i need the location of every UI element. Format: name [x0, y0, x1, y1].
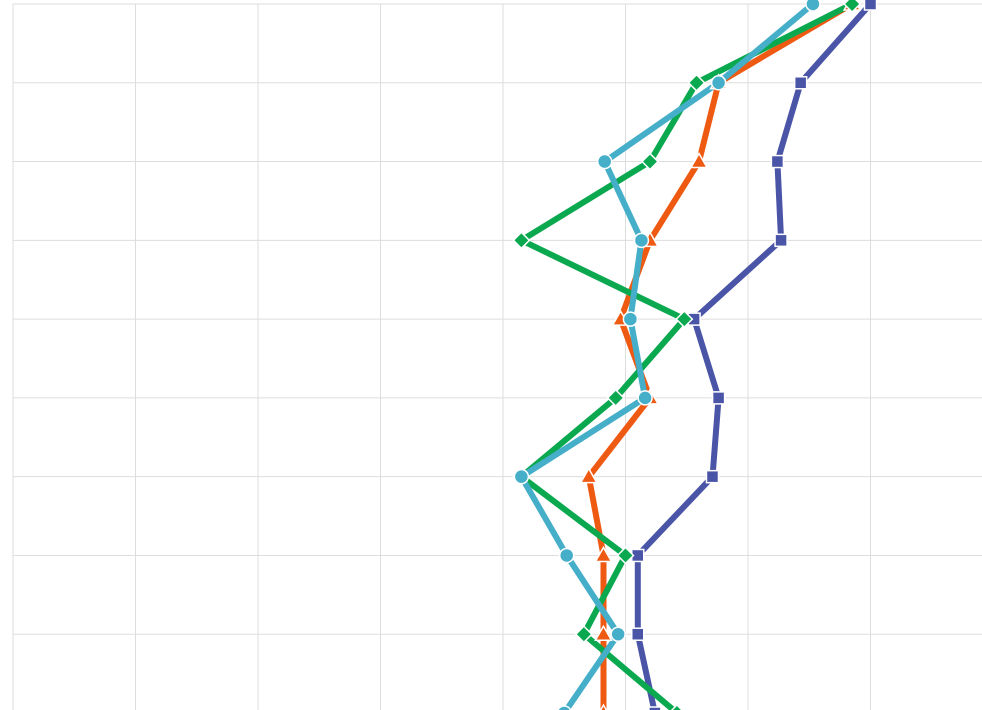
data-point-square-1: [774, 233, 788, 248]
data-point-diamond-3: [606, 388, 625, 407]
data-point-circle-4: [557, 705, 572, 710]
data-point-diamond-3: [512, 231, 531, 250]
data-point-circle-4: [710, 75, 727, 91]
data-point-diamond-3: [843, 0, 862, 14]
series-line-3: [518, 1, 856, 710]
data-point-triangle-2: [594, 545, 613, 563]
data-point-triangle-2: [689, 152, 709, 169]
data-point-square-1: [705, 469, 720, 484]
data-point-diamond-3: [670, 703, 684, 710]
data-point-triangle-2: [579, 467, 599, 484]
data-point-square-1: [711, 391, 726, 405]
data-point-diamond-3: [675, 310, 694, 329]
data-point-diamond-3: [574, 625, 593, 644]
data-point-circle-4: [610, 626, 626, 642]
data-point-circle-4: [558, 547, 575, 564]
data-point-circle-4: [596, 153, 613, 170]
data-point-diamond-3: [640, 152, 660, 171]
data-point-circle-4: [622, 311, 639, 327]
data-point-square-1: [631, 627, 645, 641]
data-point-diamond-3: [616, 546, 635, 565]
data-point-triangle-2: [599, 703, 608, 710]
data-point-square-1: [770, 154, 785, 169]
data-point-diamond-3: [687, 73, 706, 92]
data-point-circle-4: [637, 390, 653, 406]
series-line-4: [518, 1, 816, 710]
series-line-2: [585, 1, 856, 710]
data-point-circle-4: [805, 0, 821, 12]
data-point-circle-4: [513, 468, 530, 485]
data-point-square-1: [863, 0, 878, 11]
data-point-circle-4: [633, 232, 650, 249]
series-line-1: [634, 1, 874, 710]
data-point-square-1: [793, 76, 808, 90]
data-point-square-1: [648, 706, 662, 710]
data-point-triangle-2: [594, 624, 613, 641]
